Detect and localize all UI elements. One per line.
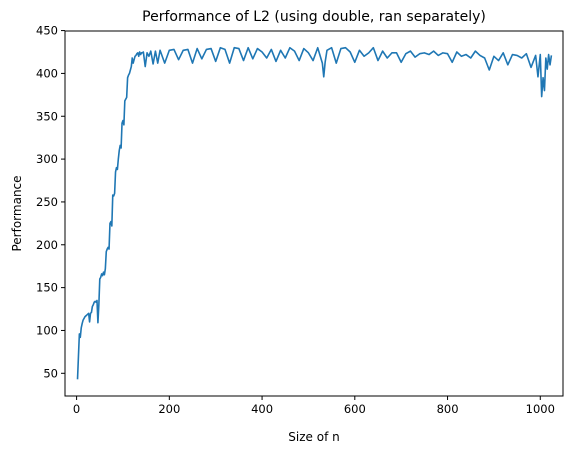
y-tick-label: 450 [36,24,58,38]
x-tick-label: 400 [251,402,273,416]
y-tick-label: 100 [36,323,58,337]
y-tick-label: 300 [36,152,58,166]
y-tick-label: 250 [36,195,58,209]
x-tick-label: 1000 [526,402,555,416]
y-tick-label: 50 [43,366,58,380]
x-axis-label: Size of n [288,430,339,444]
y-axis-label: Performance [10,175,24,251]
y-tick-label: 350 [36,109,58,123]
x-tick-label: 0 [73,402,80,416]
x-tick-label: 800 [437,402,459,416]
y-tick-label: 200 [36,238,58,252]
chart-title: Performance of L2 (using double, ran sep… [142,9,486,25]
y-tick-label: 400 [36,66,58,80]
x-tick-label: 600 [344,402,366,416]
x-tick-label: 200 [158,402,180,416]
y-tick-label: 150 [36,281,58,295]
